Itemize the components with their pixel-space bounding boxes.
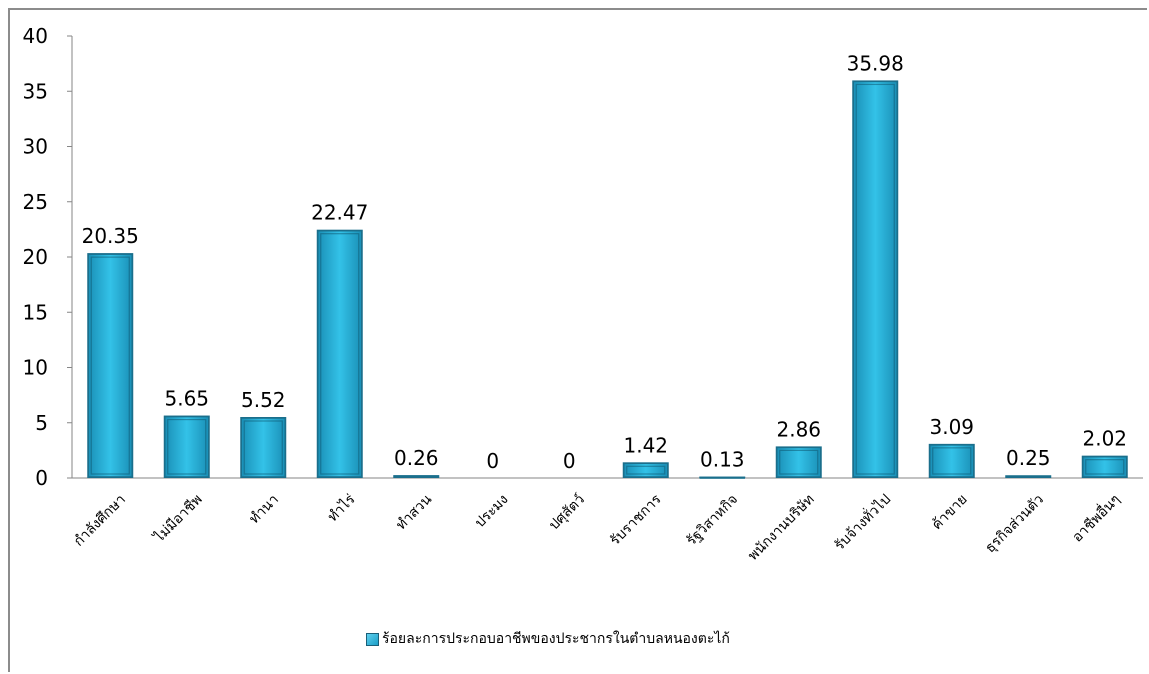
- bar-body: [87, 253, 133, 478]
- data-label: 0: [486, 449, 499, 473]
- bar-body: [699, 476, 745, 479]
- bar-body: [929, 444, 975, 478]
- bar: [699, 476, 746, 479]
- bar-inner-bevel: [779, 449, 819, 475]
- category-label: ทำนา: [246, 492, 282, 528]
- data-label: 2.86: [776, 417, 821, 441]
- bar-body: [1005, 475, 1051, 478]
- category-label: อาชีพอื่นๆ: [1068, 490, 1124, 546]
- category-label: ปศุสัตว์: [545, 491, 588, 534]
- data-label: 2.02: [1082, 427, 1127, 451]
- bar-body: [623, 462, 669, 478]
- bar: [852, 80, 899, 479]
- bar: [393, 475, 440, 478]
- bar-inner-bevel: [932, 447, 972, 475]
- data-label: 0.13: [700, 448, 745, 472]
- data-label: 0: [563, 449, 576, 473]
- y-tick-label: 0: [35, 466, 48, 490]
- data-label: 5.52: [241, 388, 286, 412]
- data-label: 22.47: [311, 201, 368, 225]
- data-label: 5.65: [164, 387, 209, 411]
- y-tick-label: 35: [23, 79, 48, 103]
- chart-frame: [8, 8, 1147, 672]
- data-label: 3.09: [929, 415, 974, 439]
- bars: [87, 80, 1128, 479]
- bar: [163, 415, 210, 478]
- bar: [316, 229, 363, 478]
- category-label: พนักงานบริษัท: [745, 492, 817, 564]
- bar-inner-bevel: [855, 83, 895, 475]
- category-label: ค้าขาย: [929, 492, 971, 534]
- category-label: ไม่มีอาชีพ: [150, 491, 206, 547]
- bar-inner-bevel: [320, 233, 360, 475]
- category-label: รับจ้างทั่วไป: [830, 490, 894, 554]
- bar-body: [852, 80, 898, 478]
- data-label: 35.98: [847, 51, 904, 75]
- legend-swatch: [366, 632, 379, 646]
- y-tick-label: 20: [23, 245, 48, 269]
- legend: ร้อยละการประกอบอาชีพของประชากรในตำบลหนอง…: [366, 628, 730, 650]
- data-labels: 20.35 กำลังศึกษา 5.65 ไม่มีอาชีพ 5.52 ทำนา 22.…: [71, 51, 1127, 564]
- y-tick-label: 30: [23, 135, 48, 159]
- category-label: ธุรกิจส่วนตัว: [982, 492, 1047, 557]
- bar: [928, 443, 975, 478]
- bar-inner-bevel: [167, 418, 207, 475]
- bar-body: [240, 417, 286, 478]
- bar-body: [393, 475, 439, 478]
- category-label: ประมง: [472, 492, 512, 532]
- y-tick-label: 10: [23, 356, 48, 380]
- bar: [1005, 475, 1052, 478]
- y-tick-label: 40: [23, 24, 48, 48]
- data-label: 0.25: [1006, 446, 1051, 470]
- bar: [240, 417, 287, 478]
- bar: [775, 446, 822, 478]
- bar-inner-bevel: [90, 256, 130, 475]
- bar-inner-bevel: [626, 465, 666, 475]
- y-tick-label: 5: [35, 411, 48, 435]
- bar: [1081, 455, 1128, 478]
- bar-body: [776, 446, 822, 478]
- bar: [622, 462, 669, 478]
- bar-inner-bevel: [1085, 459, 1125, 475]
- bar-inner-bevel: [243, 420, 283, 475]
- category-label: ทำสวน: [393, 491, 435, 533]
- bar: [87, 253, 134, 478]
- data-label: 1.42: [623, 433, 668, 457]
- y-tick-label: 15: [23, 300, 48, 324]
- legend-label: ร้อยละการประกอบอาชีพของประชากรในตำบลหนอง…: [382, 631, 730, 647]
- bar-body: [1082, 455, 1128, 478]
- bar-body: [164, 415, 210, 478]
- category-label: ทำไร่: [324, 490, 359, 525]
- category-label: รับราชการ: [607, 491, 665, 549]
- y-tick-label: 25: [23, 190, 48, 214]
- category-label: กำลังศึกษา: [71, 492, 129, 550]
- data-label: 0.26: [394, 446, 439, 470]
- category-label: รัฐวิสาหกิจ: [684, 492, 742, 550]
- bar-body: [317, 229, 363, 478]
- data-label: 20.35: [82, 224, 139, 248]
